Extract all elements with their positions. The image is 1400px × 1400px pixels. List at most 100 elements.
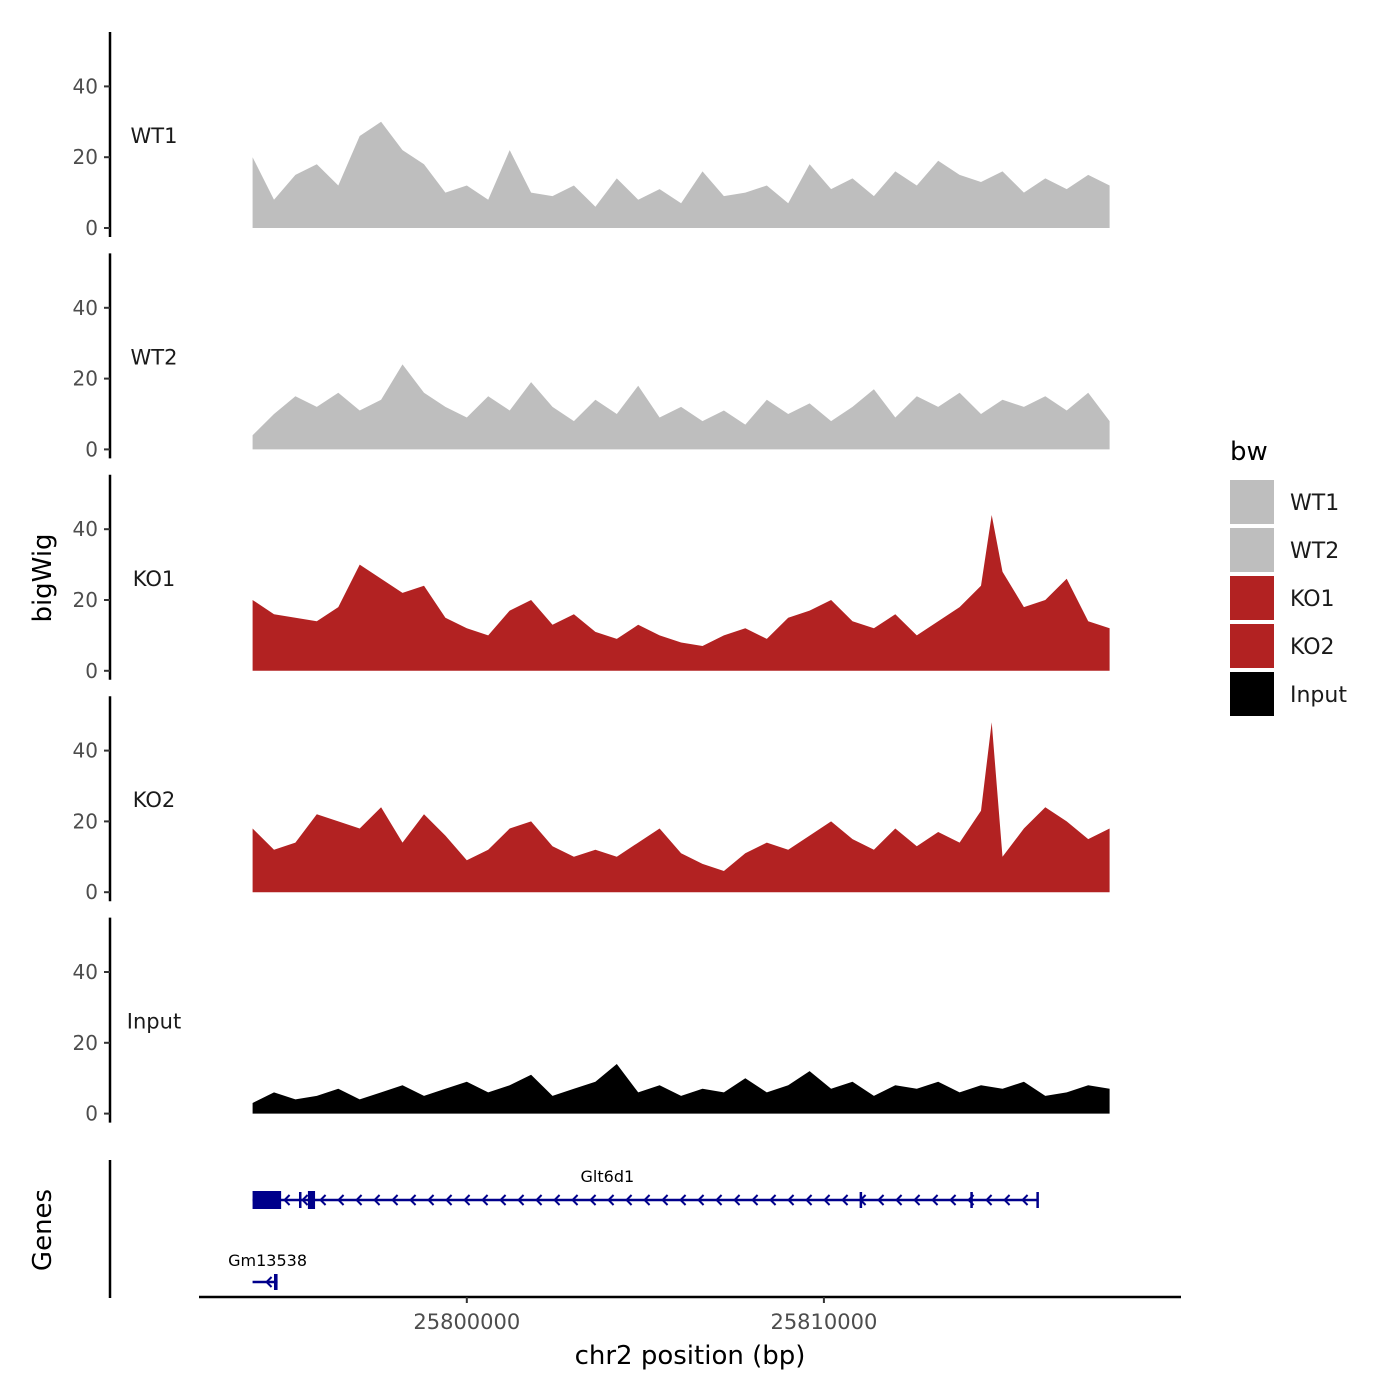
strand-arrow xyxy=(517,1194,525,1206)
gene-exon xyxy=(273,1274,278,1290)
strand-arrow xyxy=(949,1194,957,1206)
strand-arrow xyxy=(1003,1194,1011,1206)
strand-arrow xyxy=(409,1194,417,1206)
track-area xyxy=(252,515,1110,671)
strand-arrow xyxy=(769,1194,777,1206)
strand-arrow xyxy=(787,1194,795,1206)
legend-swatch xyxy=(1228,574,1276,622)
strand-arrow xyxy=(535,1194,543,1206)
x-tick-label: 25810000 xyxy=(770,1310,877,1334)
x-axis-title: chr2 position (bp) xyxy=(575,1341,806,1371)
strand-arrow xyxy=(985,1194,993,1206)
gene-label: Gm13538 xyxy=(228,1251,307,1270)
strand-arrow xyxy=(445,1194,453,1206)
strand-arrow xyxy=(373,1194,381,1206)
gene-gm13538: Gm13538 xyxy=(228,1251,307,1290)
legend-item-wt1: WT1 xyxy=(1228,478,1339,526)
legend-label: WT1 xyxy=(1290,491,1339,516)
legend-swatch xyxy=(1228,478,1276,526)
track-area xyxy=(252,364,1110,450)
strand-arrow xyxy=(679,1194,687,1206)
y-axis-title: bigWig xyxy=(28,533,58,622)
strand-arrow xyxy=(697,1194,705,1206)
legend-item-input: Input xyxy=(1228,670,1347,718)
strand-arrow xyxy=(571,1194,579,1206)
strand-arrow xyxy=(607,1194,615,1206)
strand-arrow xyxy=(733,1194,741,1206)
track-label: KO1 xyxy=(133,567,176,591)
legend-swatch xyxy=(1228,526,1276,574)
x-tick-label: 25800000 xyxy=(413,1310,520,1334)
legend-label: KO1 xyxy=(1290,587,1335,612)
y-tick-label: 20 xyxy=(73,588,98,612)
strand-arrow xyxy=(589,1194,597,1206)
x-axis: 25800000 25810000 xyxy=(199,1295,1181,1334)
y-tick-label: 40 xyxy=(73,739,98,763)
y-tick-label: 0 xyxy=(85,880,98,904)
strand-arrow xyxy=(913,1194,921,1206)
track-label: WT1 xyxy=(131,124,178,148)
strand-arrow xyxy=(931,1194,939,1206)
legend-item-wt2: WT2 xyxy=(1228,526,1339,574)
y-tick-label: 40 xyxy=(73,960,98,984)
gene-exon xyxy=(307,1191,316,1209)
y-tick-label: 40 xyxy=(73,74,98,98)
gene-exon xyxy=(1036,1192,1039,1208)
gene-exon xyxy=(298,1192,302,1208)
track-label: WT2 xyxy=(131,345,178,369)
track-label: Input xyxy=(127,1010,181,1034)
legend-item-ko2: KO2 xyxy=(1228,622,1335,670)
y-tick-label: 0 xyxy=(85,659,98,683)
legend-label: Input xyxy=(1290,683,1347,708)
strand-arrow xyxy=(661,1194,669,1206)
strand-arrow xyxy=(643,1194,651,1206)
strand-arrow xyxy=(715,1194,723,1206)
y-tick-label: 40 xyxy=(73,517,98,541)
strand-arrow xyxy=(463,1194,471,1206)
strand-arrow xyxy=(751,1194,759,1206)
strand-arrow xyxy=(823,1194,831,1206)
strand-arrow xyxy=(553,1194,561,1206)
strand-arrow xyxy=(625,1194,633,1206)
gene-label: Glt6d1 xyxy=(581,1167,635,1186)
y-tick-label: 0 xyxy=(85,437,98,461)
legend-swatch xyxy=(1228,670,1276,718)
strand-arrow xyxy=(877,1194,885,1206)
legend-label: KO2 xyxy=(1290,635,1335,660)
legend: bw WT1 WT2 KO1 KO2 Input xyxy=(1228,437,1347,718)
legend-title: bw xyxy=(1230,437,1268,467)
legend-swatch xyxy=(1228,622,1276,670)
gene-exon xyxy=(252,1191,282,1209)
strand-arrow xyxy=(499,1194,507,1206)
strand-arrow xyxy=(1021,1194,1029,1206)
strand-arrow xyxy=(355,1194,363,1206)
gene-exon xyxy=(859,1192,863,1208)
track-area xyxy=(252,722,1110,893)
strand-arrow xyxy=(391,1194,399,1206)
y-tick-label: 20 xyxy=(73,809,98,833)
strand-arrow xyxy=(301,1194,309,1206)
strand-arrow xyxy=(283,1194,291,1206)
y-tick-label: 20 xyxy=(73,145,98,169)
strand-arrow xyxy=(895,1194,903,1206)
track-wt1: 0 20 40 WT1 xyxy=(73,32,1110,240)
strand-arrow xyxy=(427,1194,435,1206)
y-tick-label: 0 xyxy=(85,1102,98,1126)
gene-exon xyxy=(970,1192,973,1208)
tracks-layer: 0 20 40 WT1 0 20 40 WT2 0 20 40 KO1 0 20 40 KO2 0 20 40 Inp… xyxy=(73,32,1110,1126)
strand-arrow xyxy=(481,1194,489,1206)
track-ko1: 0 20 40 KO1 xyxy=(73,474,1110,683)
track-area xyxy=(252,1064,1110,1114)
strand-arrow xyxy=(337,1194,345,1206)
y-tick-label: 40 xyxy=(73,296,98,320)
y-tick-label: 20 xyxy=(73,1031,98,1055)
track-ko2: 0 20 40 KO2 xyxy=(73,696,1110,904)
strand-arrow xyxy=(805,1194,813,1206)
track-input: 0 20 40 Input xyxy=(73,917,1110,1126)
track-wt2: 0 20 40 WT2 xyxy=(73,253,1110,461)
y-tick-label: 20 xyxy=(73,367,98,391)
track-label: KO2 xyxy=(133,788,176,812)
strand-arrow xyxy=(841,1194,849,1206)
y-tick-label: 0 xyxy=(85,216,98,240)
